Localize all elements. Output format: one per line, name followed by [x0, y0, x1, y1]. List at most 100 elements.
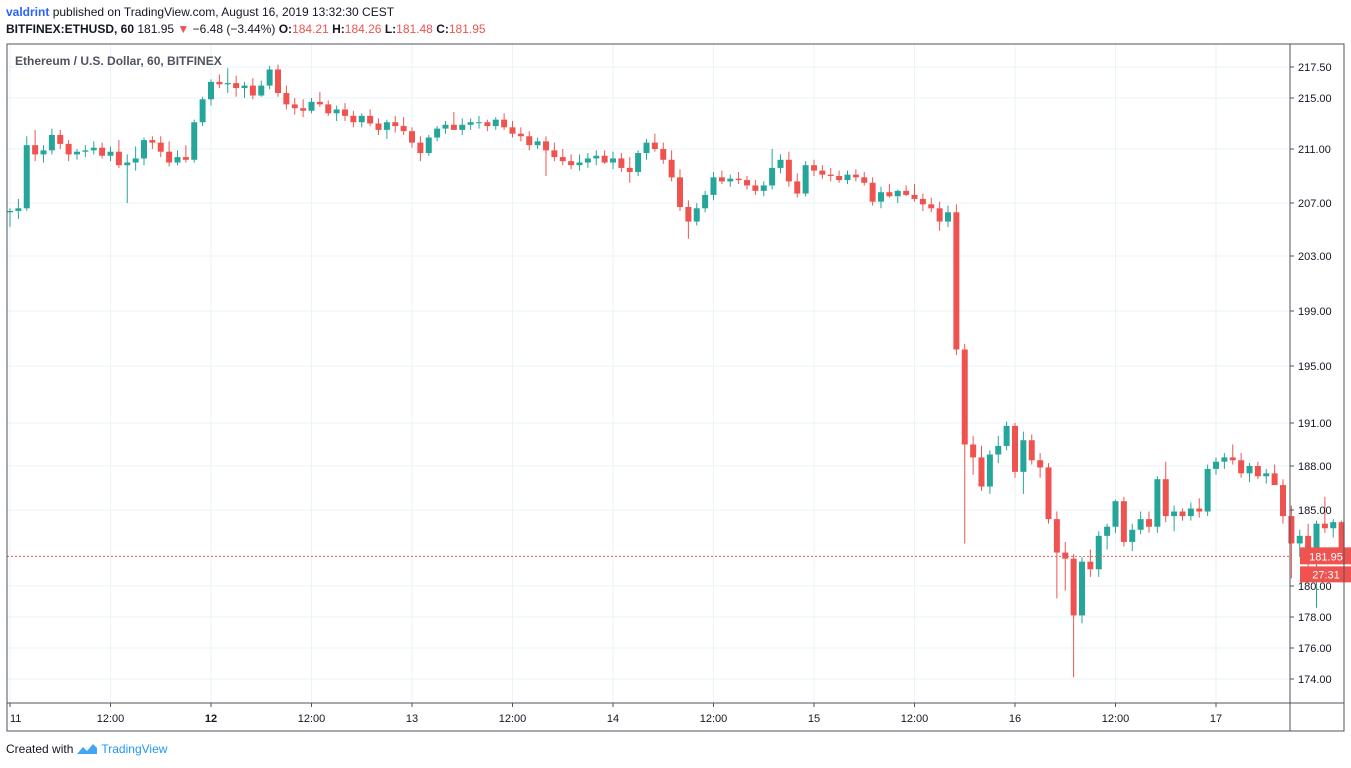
tradingview-brand-link[interactable]: TradingView [101, 742, 168, 756]
candle-body [995, 445, 1002, 455]
candle-body [1213, 461, 1219, 469]
y-tick-label: 185.00 [1298, 505, 1332, 517]
candle-body [1330, 522, 1337, 529]
candle-body [584, 158, 591, 163]
candle-body [275, 69, 281, 94]
candle-body [1079, 561, 1085, 616]
candle-body [1280, 485, 1286, 517]
candle-body [492, 119, 499, 127]
y-tick-label: 188.00 [1298, 461, 1332, 473]
x-tick-label: 12:00 [700, 713, 728, 725]
chart-grid [7, 44, 1290, 703]
candle-body [1321, 523, 1328, 529]
candle-body [342, 109, 348, 116]
candle-body [32, 145, 39, 155]
candle-body [1062, 552, 1069, 559]
candle-body [1296, 535, 1303, 544]
candle-body [1187, 508, 1194, 517]
candle-body [400, 126, 407, 132]
open-label: O: [278, 22, 293, 36]
candle-body [450, 124, 457, 130]
candle-body [509, 127, 516, 134]
candle-body [735, 178, 742, 181]
candle-body [551, 150, 558, 158]
candle-body [961, 349, 968, 445]
chart-axes: 217.50 215.00 211.00 207.00 203.00 199.00 195.… [6, 43, 1345, 732]
candle-body [970, 444, 977, 458]
candle-body [124, 162, 131, 166]
candle-body [1070, 558, 1077, 616]
candle-body [601, 155, 608, 163]
last-price-badge [1300, 547, 1351, 565]
candle-body [919, 198, 926, 205]
y-tick-label: 191.00 [1298, 418, 1332, 430]
x-tick-label: 12:00 [499, 713, 527, 725]
candle-body [1238, 460, 1245, 474]
publish-info: valdrint published on TradingView.com, A… [6, 5, 394, 19]
low-label: L: [384, 22, 397, 36]
candle-body [501, 119, 508, 128]
candle-body [1012, 425, 1018, 472]
candle-body [1254, 466, 1261, 477]
candle-body [517, 133, 524, 137]
candle-body [928, 204, 935, 209]
open-value: 184.21 [292, 22, 329, 36]
candle-series [7, 64, 1345, 678]
candle-body [618, 158, 625, 168]
candle-body [1003, 425, 1010, 446]
candle-body [685, 206, 692, 222]
candle-body [409, 131, 415, 143]
candle-body [476, 122, 482, 124]
author-link[interactable]: valdrint [6, 5, 50, 19]
candle-body [40, 150, 47, 155]
candle-body [1146, 519, 1152, 527]
candle-body [233, 83, 240, 89]
candle-body [99, 147, 106, 156]
candle-body [208, 81, 214, 100]
chart-title: Ethereum / U.S. Dollar, 60, BITFINEX [15, 54, 222, 68]
candle-body [819, 170, 826, 175]
candle-body [174, 157, 181, 163]
y-tick-label: 176.00 [1298, 643, 1332, 655]
x-tick-label: 12:00 [298, 713, 326, 725]
x-tick-label: 12:00 [97, 713, 125, 725]
candle-body [903, 190, 910, 195]
y-tick-label: 180.00 [1298, 581, 1332, 593]
candle-body [1120, 501, 1127, 542]
candle-body [258, 85, 265, 96]
candle-body [291, 104, 298, 109]
candle-body [886, 192, 893, 197]
candle-body [769, 167, 776, 186]
candle-body [1204, 468, 1211, 512]
candle-body [316, 101, 323, 105]
candle-body [1271, 473, 1278, 486]
candle-body [90, 147, 97, 151]
candle-body [727, 178, 734, 182]
candle-body [660, 149, 667, 160]
candle-body [777, 159, 784, 168]
candle-body [1221, 457, 1228, 462]
candle-body [300, 108, 307, 111]
x-tick-label: 17 [1210, 713, 1222, 725]
candle-body [224, 83, 231, 85]
candle-body [802, 165, 809, 194]
candle-body [978, 457, 985, 487]
candle-body [936, 208, 943, 222]
candle-body [1045, 467, 1052, 520]
candle-body [375, 123, 382, 130]
candle-body [1037, 460, 1044, 468]
candle-body [878, 192, 884, 202]
candle-body [484, 122, 491, 127]
low-value: 181.48 [396, 22, 433, 36]
candle-body [911, 194, 918, 199]
candle-body [132, 158, 139, 163]
candle-body [149, 140, 156, 143]
candle-body [367, 115, 374, 124]
candle-body [1305, 535, 1312, 555]
candle-body [752, 185, 759, 191]
candle-body [199, 99, 206, 123]
candle-body [760, 185, 767, 191]
candle-body [568, 161, 575, 166]
y-tick-label: 215.00 [1298, 93, 1332, 105]
